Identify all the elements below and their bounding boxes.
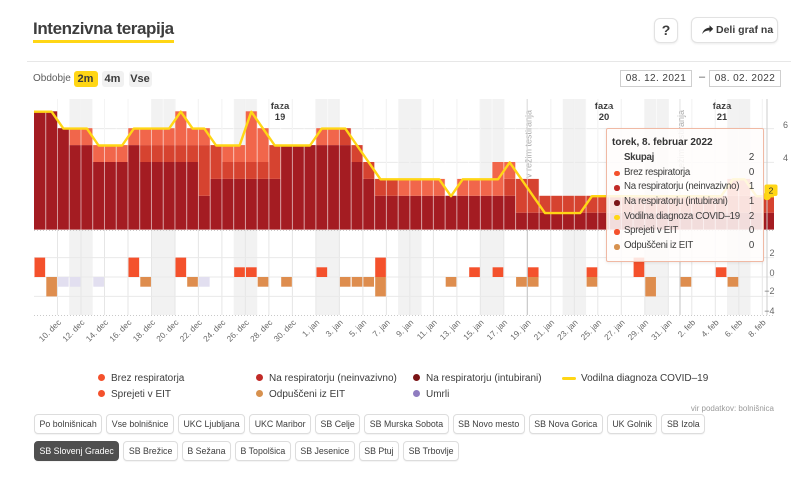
svg-text:v režim testiranja: v režim testiranja	[523, 110, 533, 178]
svg-text:3. jan: 3. jan	[323, 317, 345, 339]
svg-text:12. dec: 12. dec	[60, 317, 86, 343]
svg-text:14. dec: 14. dec	[84, 317, 110, 343]
svg-text:−4: −4	[764, 306, 774, 316]
svg-text:4: 4	[783, 153, 788, 163]
svg-text:15. jan: 15. jan	[461, 317, 486, 342]
svg-text:27. jan: 27. jan	[602, 317, 627, 342]
svg-text:24. dec: 24. dec	[201, 317, 227, 343]
svg-text:faza: faza	[713, 101, 732, 112]
svg-text:2. feb: 2. feb	[675, 317, 697, 339]
svg-text:−2: −2	[764, 286, 774, 296]
svg-text:6. feb: 6. feb	[722, 317, 744, 339]
svg-text:faza: faza	[595, 101, 614, 112]
svg-text:9. jan: 9. jan	[394, 317, 416, 339]
svg-text:1. jan: 1. jan	[300, 317, 322, 339]
svg-text:21: 21	[717, 112, 728, 123]
svg-text:4. feb: 4. feb	[699, 317, 721, 339]
svg-text:28. dec: 28. dec	[248, 317, 274, 343]
svg-text:26. dec: 26. dec	[224, 317, 250, 343]
svg-text:17. jan: 17. jan	[485, 317, 510, 342]
svg-text:25. jan: 25. jan	[579, 317, 604, 342]
svg-text:30. dec: 30. dec	[271, 317, 297, 343]
svg-text:21. jan: 21. jan	[532, 317, 557, 342]
svg-text:22. dec: 22. dec	[177, 317, 203, 343]
svg-text:13. jan: 13. jan	[438, 317, 463, 342]
svg-text:6: 6	[783, 120, 788, 130]
svg-text:11. jan: 11. jan	[415, 317, 440, 342]
svg-text:0: 0	[769, 268, 774, 278]
svg-text:19. jan: 19. jan	[508, 317, 533, 342]
svg-text:23. jan: 23. jan	[555, 317, 580, 342]
svg-text:7. jan: 7. jan	[370, 317, 392, 339]
svg-text:16. dec: 16. dec	[107, 317, 133, 343]
svg-text:5. jan: 5. jan	[347, 317, 369, 339]
svg-text:8. feb: 8. feb	[746, 317, 768, 339]
svg-text:31. jan: 31. jan	[649, 317, 674, 342]
svg-text:2: 2	[769, 248, 774, 258]
svg-text:18. dec: 18. dec	[131, 317, 157, 343]
svg-text:10. dec: 10. dec	[37, 317, 63, 343]
svg-text:20. dec: 20. dec	[154, 317, 180, 343]
svg-text:19: 19	[275, 112, 286, 123]
svg-text:29. jan: 29. jan	[626, 317, 651, 342]
svg-text:2: 2	[769, 186, 774, 196]
svg-text:20: 20	[599, 112, 610, 123]
